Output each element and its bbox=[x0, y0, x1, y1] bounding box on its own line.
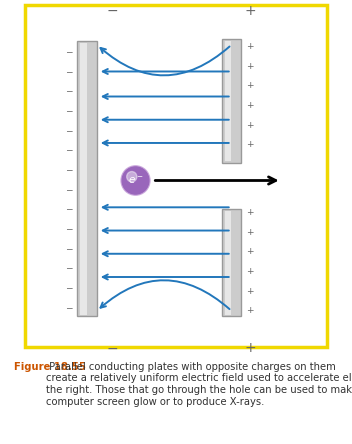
Text: −: − bbox=[65, 48, 73, 56]
Text: −: − bbox=[65, 283, 73, 292]
Text: −: − bbox=[65, 126, 73, 135]
Bar bbox=[25, 5, 327, 347]
Text: −: − bbox=[107, 341, 119, 356]
Text: +: + bbox=[246, 140, 254, 149]
Text: −: − bbox=[65, 303, 73, 312]
Text: +: + bbox=[244, 4, 256, 18]
Text: +: + bbox=[244, 341, 256, 356]
Text: +: + bbox=[246, 121, 254, 130]
Text: $\mathit{e}^-$: $\mathit{e}^-$ bbox=[128, 175, 144, 186]
Text: −: − bbox=[65, 224, 73, 233]
Text: +: + bbox=[246, 208, 254, 217]
Bar bbox=[225, 41, 232, 161]
Text: −: − bbox=[65, 67, 73, 76]
Circle shape bbox=[121, 166, 150, 195]
Text: −: − bbox=[65, 87, 73, 95]
Text: +: + bbox=[246, 228, 254, 237]
Text: +: + bbox=[246, 81, 254, 90]
Text: +: + bbox=[246, 42, 254, 51]
FancyArrowPatch shape bbox=[101, 280, 230, 309]
Text: +: + bbox=[246, 62, 254, 71]
Bar bbox=[225, 211, 232, 314]
Bar bbox=[77, 41, 97, 316]
Text: Figure 18.55: Figure 18.55 bbox=[14, 362, 86, 372]
Bar bbox=[222, 209, 241, 316]
Circle shape bbox=[127, 171, 137, 182]
Circle shape bbox=[122, 167, 149, 194]
Text: −: − bbox=[65, 244, 73, 253]
Text: −: − bbox=[107, 4, 119, 18]
Text: −: − bbox=[65, 264, 73, 273]
Bar bbox=[222, 40, 241, 163]
Text: +: + bbox=[246, 247, 254, 257]
FancyArrowPatch shape bbox=[101, 47, 230, 75]
Text: +: + bbox=[246, 287, 254, 296]
Text: −: − bbox=[65, 146, 73, 155]
Text: +: + bbox=[246, 306, 254, 315]
Text: −: − bbox=[65, 205, 73, 214]
Text: +: + bbox=[246, 101, 254, 110]
Text: −: − bbox=[65, 185, 73, 194]
Text: −: − bbox=[65, 165, 73, 174]
Bar bbox=[80, 43, 87, 314]
Text: +: + bbox=[246, 267, 254, 276]
Text: −: − bbox=[65, 106, 73, 115]
Text: Parallel conducting plates with opposite charges on them
create a relatively uni: Parallel conducting plates with opposite… bbox=[46, 362, 352, 407]
